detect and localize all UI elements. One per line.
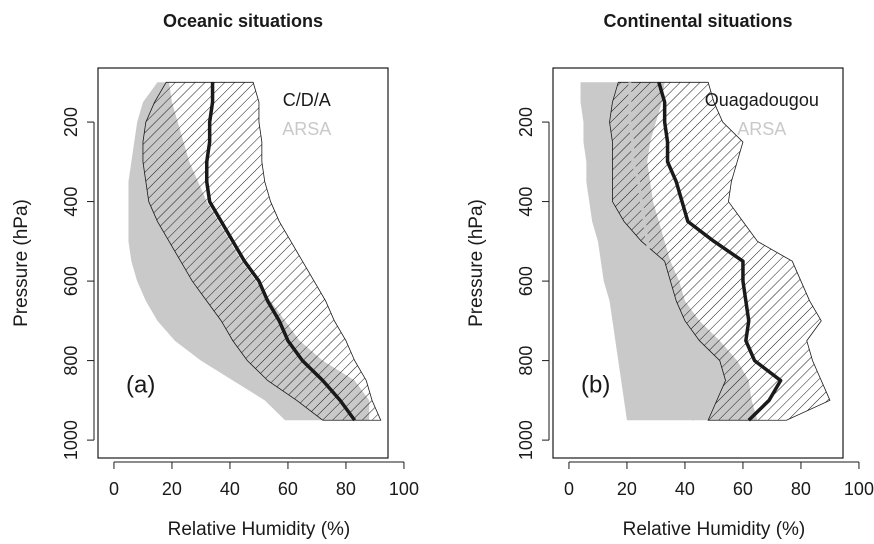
mean-line: [657, 81, 783, 422]
y-tick-label: 1000: [61, 420, 81, 460]
plot-box: [552, 67, 844, 459]
x-tick-label: 20: [617, 479, 637, 499]
x-tick-label: 80: [791, 479, 811, 499]
x-axis-label: Relative Humidity (%): [623, 519, 806, 540]
x-tick-label: 0: [564, 479, 574, 499]
y-tick-label: 400: [516, 187, 536, 217]
x-axis-label: Relative Humidity (%): [168, 519, 351, 540]
mean-line: [628, 82, 696, 421]
plot-box: [97, 67, 389, 459]
y-axis-label: Pressure (hPa): [466, 199, 487, 327]
x-tick-label: 40: [675, 479, 695, 499]
y-tick-label: 400: [61, 187, 81, 217]
y-tick-label: 200: [516, 107, 536, 137]
x-tick-label: 100: [844, 479, 874, 499]
y-tick-label: 600: [516, 266, 536, 296]
x-tick-label: 0: [109, 479, 119, 499]
panel-label: (b): [581, 371, 610, 398]
hatched-band: [609, 81, 831, 421]
x-tick-label: 20: [162, 479, 182, 499]
y-tick-label: 200: [61, 107, 81, 137]
mean-line: [205, 82, 357, 422]
x-tick-label: 60: [278, 479, 298, 499]
y-tick-label: 800: [61, 346, 81, 376]
x-tick-label: 100: [389, 479, 419, 499]
legend-label: ARSA: [282, 119, 331, 139]
panel-label: (a): [126, 371, 155, 398]
y-axis-label: Pressure (hPa): [11, 199, 32, 327]
legend-label: C/D/A: [283, 90, 331, 110]
legend-label: Ouagadougou: [705, 90, 819, 110]
y-tick-label: 800: [516, 346, 536, 376]
panel: 0 20 40 60 80 100 200 400 600 800 1000 Continental …: [466, 11, 874, 540]
hatched-band: [142, 81, 382, 421]
chart-title: Oceanic situations: [163, 11, 323, 31]
x-tick-label: 40: [220, 479, 240, 499]
chart-title: Continental situations: [604, 11, 793, 31]
x-tick-label: 60: [733, 479, 753, 499]
y-tick-label: 600: [61, 266, 81, 296]
x-tick-label: 80: [336, 479, 356, 499]
legend-label: ARSA: [737, 119, 786, 139]
y-tick-label: 1000: [516, 420, 536, 460]
panel: 0 20 40 60 80 100 200 400 600 800 1000 Oceanic situ…: [11, 11, 419, 540]
